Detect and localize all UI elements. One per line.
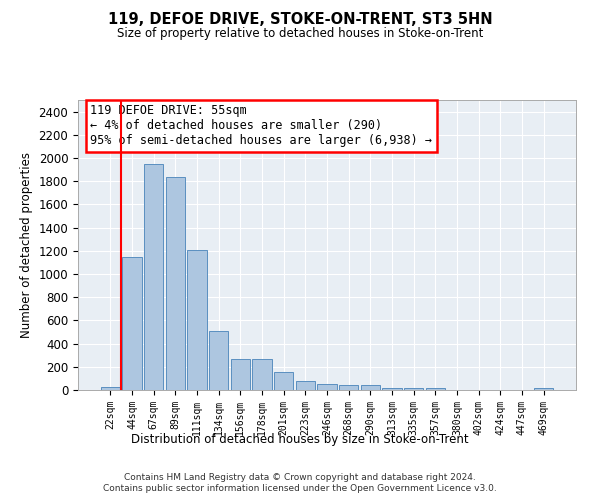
Text: 119 DEFOE DRIVE: 55sqm
← 4% of detached houses are smaller (290)
95% of semi-det: 119 DEFOE DRIVE: 55sqm ← 4% of detached … [91,104,433,148]
Text: Size of property relative to detached houses in Stoke-on-Trent: Size of property relative to detached ho… [117,28,483,40]
Text: Contains HM Land Registry data © Crown copyright and database right 2024.: Contains HM Land Registry data © Crown c… [124,472,476,482]
Bar [296,380,315,390]
Bar [361,385,380,390]
Bar [101,386,120,390]
Bar [187,250,207,390]
Bar [144,164,163,390]
Bar [534,388,553,390]
Bar [209,331,229,390]
Text: Distribution of detached houses by size in Stoke-on-Trent: Distribution of detached houses by size … [131,432,469,446]
Bar [382,388,402,390]
Bar [230,360,250,390]
Bar [252,360,272,390]
Bar [425,388,445,390]
Bar [166,176,185,390]
Bar [122,256,142,390]
Y-axis label: Number of detached properties: Number of detached properties [20,152,33,338]
Text: Contains public sector information licensed under the Open Government Licence v3: Contains public sector information licen… [103,484,497,493]
Text: 119, DEFOE DRIVE, STOKE-ON-TRENT, ST3 5HN: 119, DEFOE DRIVE, STOKE-ON-TRENT, ST3 5H… [107,12,493,28]
Bar [404,388,424,390]
Bar [274,372,293,390]
Bar [339,385,358,390]
Bar [317,384,337,390]
